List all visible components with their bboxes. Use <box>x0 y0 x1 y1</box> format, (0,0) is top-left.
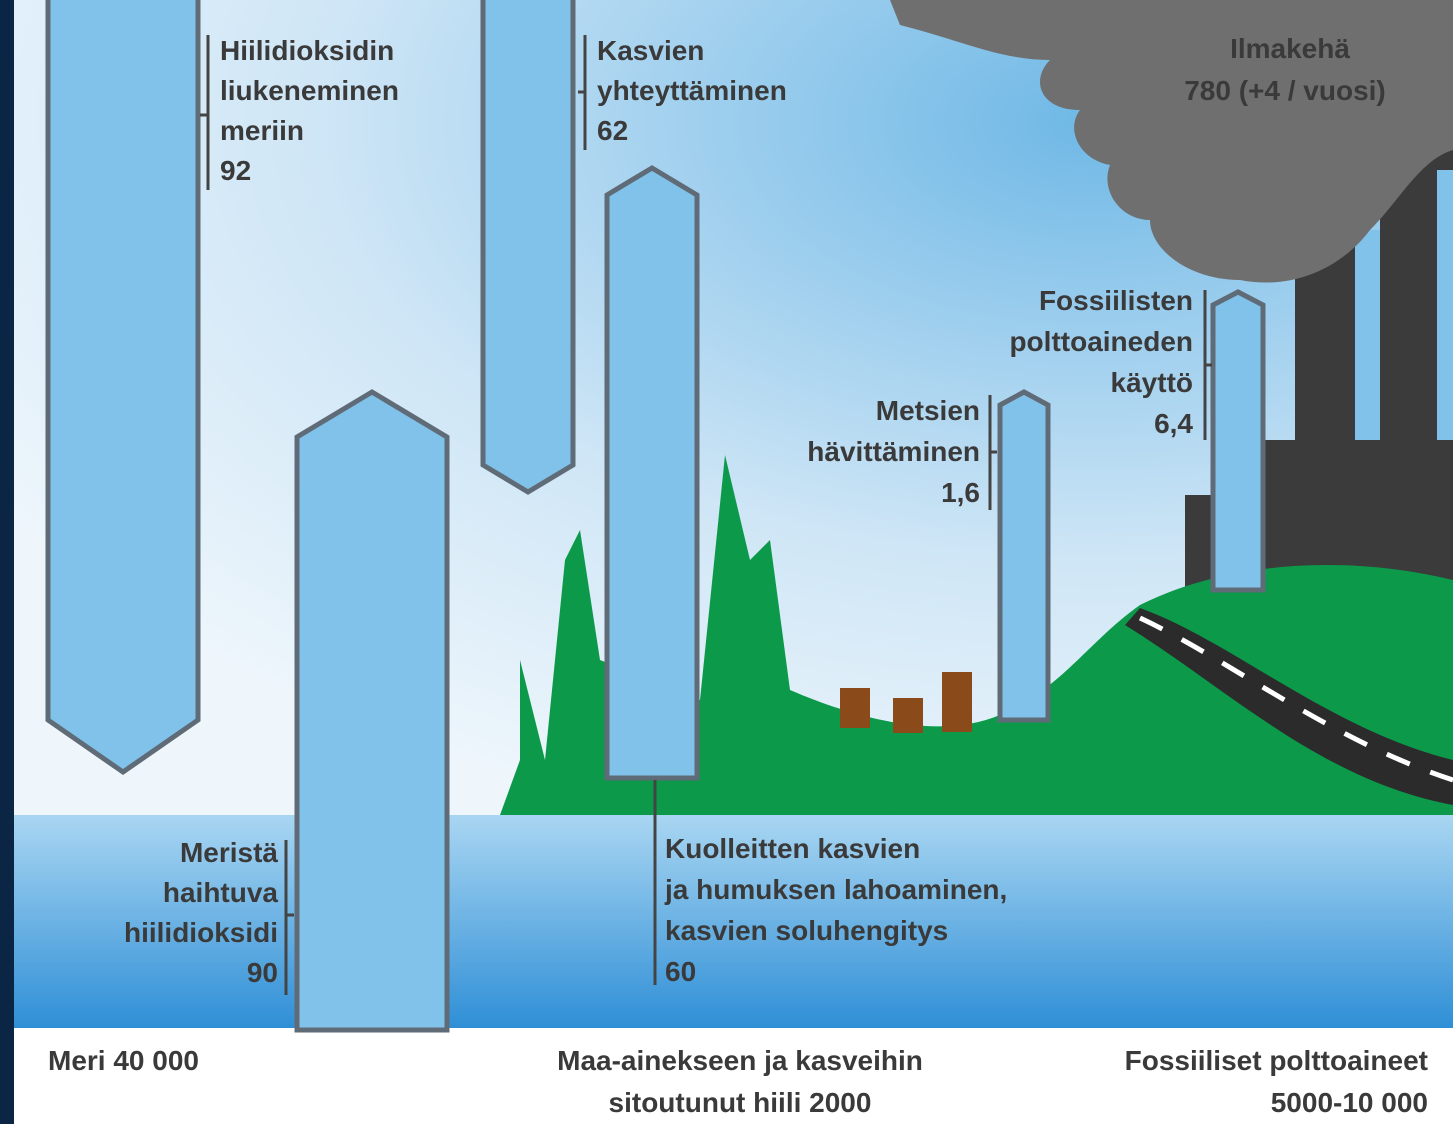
label: kasvien soluhengitys <box>665 915 948 946</box>
label: 780 (+4 / vuosi) <box>1184 75 1386 106</box>
bracket <box>988 395 997 510</box>
label: Meri 40 000 <box>48 1045 199 1076</box>
flow-arrow <box>604 165 700 781</box>
label: hävittäminen <box>807 436 980 467</box>
flow-arrow <box>480 0 576 495</box>
label: Fossiiliset polttoaineet <box>1125 1045 1428 1076</box>
label: 60 <box>665 956 696 987</box>
bracket <box>578 35 587 150</box>
label: sitoutunut hiili 2000 <box>609 1087 872 1118</box>
label: Meristä <box>180 837 278 868</box>
label: 62 <box>597 115 628 146</box>
label: Maa-ainekseen ja kasveihin <box>557 1045 923 1076</box>
label: Kasvien <box>597 35 704 66</box>
label: 1,6 <box>941 477 980 508</box>
bracket <box>284 840 294 995</box>
bracket <box>200 35 210 190</box>
bracket <box>1203 290 1212 440</box>
label: Fossiilisten <box>1039 285 1193 316</box>
road-markings <box>1138 615 1453 783</box>
label: liukeneminen <box>220 75 399 106</box>
flow-arrow <box>1210 289 1266 593</box>
sea <box>14 815 1453 1028</box>
sky-gap <box>1437 170 1453 440</box>
label: Hiilidioksidin <box>220 35 394 66</box>
label: 90 <box>247 957 278 988</box>
sky-gap <box>1355 230 1380 440</box>
label: Kuolleitten kasvien <box>665 833 920 864</box>
label: ja humuksen lahoaminen, <box>664 874 1007 905</box>
label: käyttö <box>1111 367 1193 398</box>
flow-arrow <box>45 0 201 776</box>
label: 5000-10 000 <box>1271 1087 1428 1118</box>
label: 92 <box>220 155 251 186</box>
label: meriin <box>220 115 304 146</box>
flow-arrow <box>997 389 1051 723</box>
label: 6,4 <box>1154 408 1193 439</box>
label: hiilidioksidi <box>124 917 278 948</box>
land <box>500 455 1453 815</box>
label: haihtuva <box>163 877 279 908</box>
label: Metsien <box>876 395 980 426</box>
label: polttoaineden <box>1009 326 1193 357</box>
label: yhteyttäminen <box>597 75 787 106</box>
road <box>1125 608 1453 805</box>
label: Ilmakehä <box>1230 33 1350 64</box>
stumps <box>840 672 972 733</box>
cloud <box>890 0 1453 283</box>
flow-arrow <box>294 389 450 1033</box>
